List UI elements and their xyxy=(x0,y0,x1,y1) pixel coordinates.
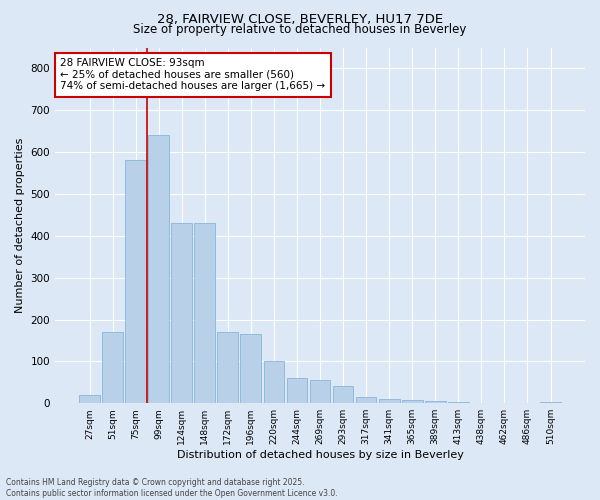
Text: 28 FAIRVIEW CLOSE: 93sqm
← 25% of detached houses are smaller (560)
74% of semi-: 28 FAIRVIEW CLOSE: 93sqm ← 25% of detach… xyxy=(61,58,325,92)
Bar xyxy=(79,395,100,403)
Bar xyxy=(172,224,192,403)
Bar xyxy=(148,136,169,403)
Bar xyxy=(241,334,261,403)
Bar xyxy=(310,380,331,403)
Bar xyxy=(540,402,561,403)
Text: Size of property relative to detached houses in Beverley: Size of property relative to detached ho… xyxy=(133,22,467,36)
Bar xyxy=(425,401,446,403)
Bar xyxy=(356,397,376,403)
Bar xyxy=(379,399,400,403)
Text: 28, FAIRVIEW CLOSE, BEVERLEY, HU17 7DE: 28, FAIRVIEW CLOSE, BEVERLEY, HU17 7DE xyxy=(157,12,443,26)
Bar xyxy=(332,386,353,403)
Text: Contains HM Land Registry data © Crown copyright and database right 2025.
Contai: Contains HM Land Registry data © Crown c… xyxy=(6,478,338,498)
Bar xyxy=(287,378,307,403)
Bar xyxy=(217,332,238,403)
Bar xyxy=(125,160,146,403)
Bar xyxy=(194,224,215,403)
Bar xyxy=(448,402,469,403)
Bar xyxy=(402,400,422,403)
Bar xyxy=(102,332,123,403)
Bar xyxy=(263,362,284,403)
Y-axis label: Number of detached properties: Number of detached properties xyxy=(15,138,25,313)
X-axis label: Distribution of detached houses by size in Beverley: Distribution of detached houses by size … xyxy=(176,450,463,460)
